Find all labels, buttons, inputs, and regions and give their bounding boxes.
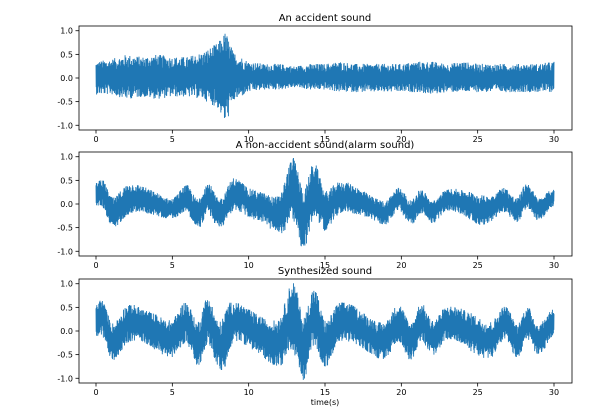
subplot-synthesized: Synthesized sound 0 5 10 15 20 25 30 1.0 0.5 0.0… [57,266,573,397]
subplot-2-xtick-label: 30 [549,261,559,270]
subplot-1-title: An accident sound [279,13,372,24]
subplot-1-ytick-label: 0.0 [60,74,73,83]
subplot-3-frame [78,278,573,384]
subplot-2-ytick-label: 0.0 [60,200,73,209]
subplot-1-xtick-label: 5 [170,135,175,144]
subplot-2-ytick-label: -0.5 [57,224,73,233]
subplot-2-yticks: 1.0 0.5 0.0 -0.5 -1.0 [57,153,79,256]
subplot-2-ytick-label: 0.5 [60,176,73,185]
subplot-1-xtick-label: 25 [473,135,483,144]
subplot-1-xtick-label: 15 [320,135,330,144]
subplot-1-xtick-label: 30 [549,135,559,144]
subplot-3-xticks: 0 5 10 15 20 25 30 [93,383,559,397]
subplot-1-waveform [95,33,555,118]
subplot-1-ytick-label: -1.0 [57,121,73,130]
subplot-2-xtick-label: 15 [320,261,330,270]
subplot-1-frame [78,25,573,131]
subplot-2-xtick-label: 0 [93,261,98,270]
subplot-1-waveform-line [95,33,555,118]
subplot-3-xtick-label: 30 [549,388,559,397]
subplot-1-xtick-label: 0 [93,135,98,144]
subplot-3-ytick-label: 0.0 [60,327,73,336]
subplot-1-ytick-label: 0.5 [60,50,73,59]
subplot-3-ytick-label: -0.5 [57,351,73,360]
subplot-3-title: Synthesized sound [278,266,372,277]
subplot-1-yticks: 1.0 0.5 0.0 -0.5 -1.0 [57,27,79,130]
subplot-3-xtick-label: 15 [320,388,330,397]
x-axis-label: time(s) [311,398,339,407]
subplot-3-xtick-label: 10 [244,388,254,397]
subplot-1-xtick-label: 20 [396,135,406,144]
subplot-3-waveform-line [95,283,555,380]
subplot-2-title: A non-accident sound(alarm sound) [236,140,415,151]
subplot-2-ytick-label: -1.0 [57,247,73,256]
subplot-3-ytick-label: 0.5 [60,303,73,312]
subplot-3-ytick-label: -1.0 [57,374,73,383]
subplot-1-xticks: 0 5 10 15 20 25 30 [93,130,559,144]
subplot-2-waveform-line [95,158,555,247]
subplot-accident: An accident sound 0 5 10 15 20 25 30 1.0 0.5 0.0… [57,13,573,144]
subplot-3-ytick-label: 1.0 [60,280,73,289]
subplot-alarm: A non-accident sound(alarm sound) 0 5 10 15… [57,140,573,270]
subplot-1-ytick-label: -0.5 [57,98,73,107]
subplot-2-xticks: 0 5 10 15 20 25 30 [93,256,559,270]
subplot-3-xtick-label: 5 [170,388,175,397]
subplot-3-xtick-label: 20 [396,388,406,397]
subplot-3-xtick-label: 0 [93,388,98,397]
subplot-1-xtick-label: 10 [244,135,254,144]
subplot-2-xtick-label: 5 [170,261,175,270]
subplot-2-xtick-label: 10 [244,261,254,270]
subplot-2-waveform [95,158,555,247]
subplot-2-xtick-label: 25 [473,261,483,270]
subplot-2-xtick-label: 20 [396,261,406,270]
subplot-1-ytick-label: 1.0 [60,27,73,36]
subplot-2-ytick-label: 1.0 [60,153,73,162]
subplot-3-yticks: 1.0 0.5 0.0 -0.5 -1.0 [57,280,79,383]
subplot-2-frame [78,151,573,257]
subplot-3-waveform [95,283,555,380]
subplot-3-xtick-label: 25 [473,388,483,397]
